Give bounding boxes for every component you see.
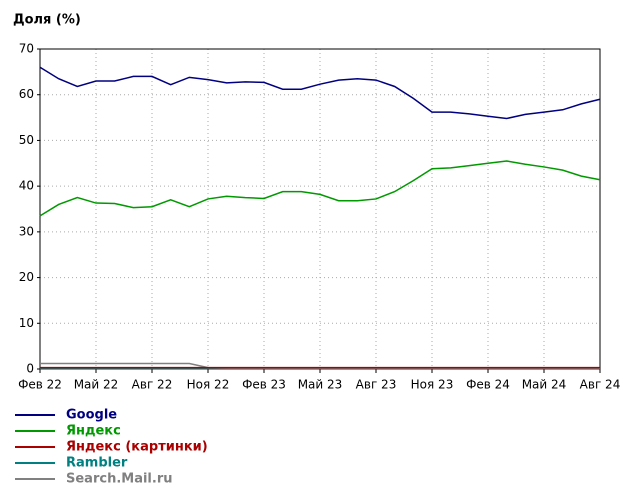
x-tick-label: Ноя 22 [187,378,230,392]
x-tick-label: Авг 22 [132,378,173,392]
x-tick-label: Ноя 23 [411,378,454,392]
x-tick-label: Фев 24 [466,378,510,392]
y-tick-label: 70 [19,42,34,56]
series-line [39,160,601,217]
legend-label: Search.Mail.ru [66,472,173,487]
x-tick-label: Фев 22 [18,378,62,392]
y-tick-label: 10 [19,316,34,330]
x-tick-label: Авг 24 [580,378,621,392]
y-tick-label: 40 [19,179,34,193]
series-line [39,66,601,120]
x-tick-label: Фев 23 [242,378,286,392]
chart-title: Доля (%) [13,13,81,28]
legend-label: Яндекс (картинки) [66,440,208,455]
x-tick-label: Май 22 [74,378,119,392]
legend-label: Rambler [66,456,128,471]
x-tick-label: Май 23 [298,378,343,392]
y-tick-label: 50 [19,133,34,147]
y-tick-label: 20 [19,270,34,284]
y-tick-label: 60 [19,87,34,101]
legend-label: Google [66,408,117,423]
x-tick-label: Май 24 [522,378,567,392]
y-tick-label: 0 [26,362,34,376]
x-tick-label: Авг 23 [356,378,397,392]
legend-label: Яндекс [66,424,121,439]
y-tick-label: 30 [19,224,34,238]
